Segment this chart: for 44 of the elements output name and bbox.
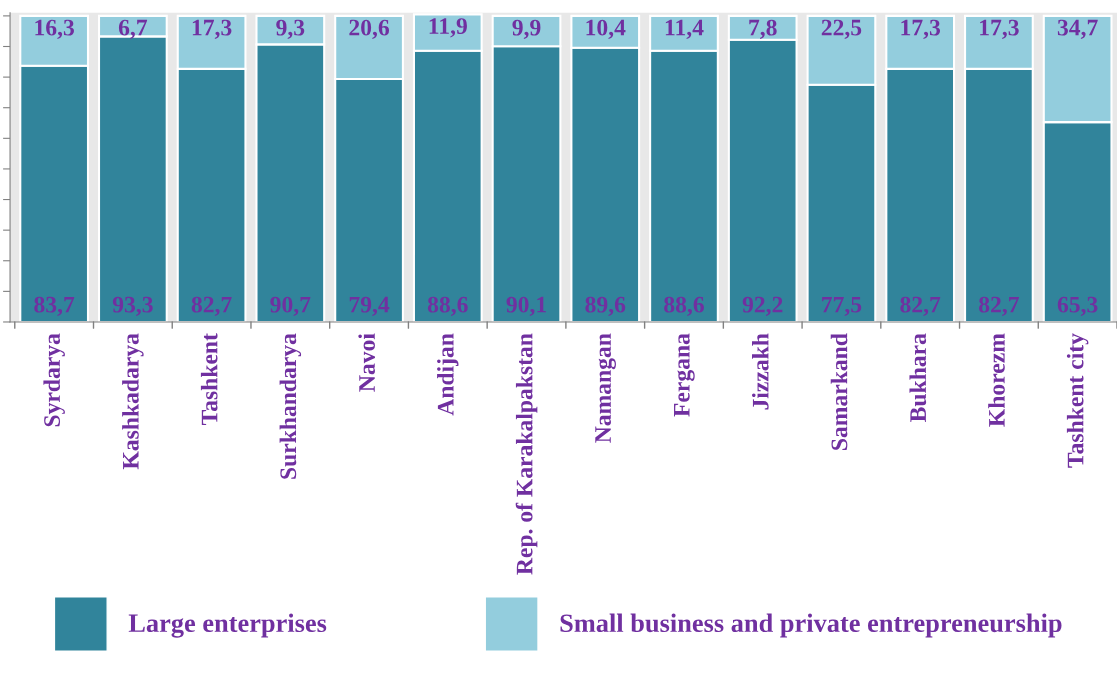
- data-label: 77,5: [822, 296, 862, 317]
- x-tick-label: Namangan: [595, 333, 616, 443]
- data-label: 17,3: [192, 19, 232, 39]
- x-tick-label: Navoi: [358, 333, 375, 392]
- data-label: 17,3: [980, 19, 1019, 39]
- x-tick-label: Andijan: [437, 333, 459, 416]
- data-label: 9,3: [276, 19, 305, 39]
- data-label: 9,9: [512, 19, 541, 39]
- data-label: 92,2: [742, 296, 783, 317]
- x-tick-label: Tashkent city: [1066, 333, 1089, 468]
- data-label: 90,1: [506, 296, 546, 317]
- data-label: 10,4: [586, 19, 626, 39]
- data-label: 6,7: [118, 19, 148, 39]
- data-label: 82,7: [191, 296, 232, 317]
- data-label: 11,9: [429, 18, 467, 38]
- data-label: 93,3: [112, 296, 153, 317]
- x-tick-label: Kashkadarya: [122, 333, 144, 470]
- legend-label: Large enterprises: [128, 613, 327, 638]
- x-tick-label: Samarkand: [830, 333, 848, 450]
- x-tick-label: Surkhandarya: [279, 333, 302, 479]
- data-label: 11,4: [665, 19, 704, 39]
- data-label: 7,8: [749, 19, 777, 39]
- legend-label: Small business and private entrepreneurship: [560, 613, 1062, 638]
- x-tick-label: Rep. of Karakalpakstan: [515, 333, 538, 575]
- x-tick-label: Jizzakh: [752, 333, 769, 410]
- data-label: 22,5: [821, 19, 862, 39]
- data-label: 88,6: [664, 296, 704, 317]
- x-tick-label: Fergana: [674, 333, 695, 417]
- data-label: 89,6: [585, 296, 626, 317]
- data-label: 90,7: [270, 296, 311, 317]
- data-label: 88,6: [427, 296, 468, 317]
- data-label: 82,7: [979, 296, 1019, 317]
- data-label: 83,7: [34, 296, 75, 317]
- data-label: 82,7: [900, 296, 941, 317]
- x-tick-label: Syrdarya: [43, 333, 65, 427]
- x-tick-label: Bukhara: [909, 333, 927, 422]
- data-label: 65,3: [1057, 296, 1098, 317]
- data-label: 34,7: [1057, 19, 1098, 39]
- x-tick-label: Tashkent: [200, 333, 218, 426]
- x-tick-label: Khorezm: [988, 333, 1005, 427]
- data-label: 79,4: [349, 296, 390, 317]
- data-label: 20,6: [349, 19, 390, 39]
- data-label: 17,3: [901, 19, 941, 39]
- data-label: 16,3: [35, 19, 74, 39]
